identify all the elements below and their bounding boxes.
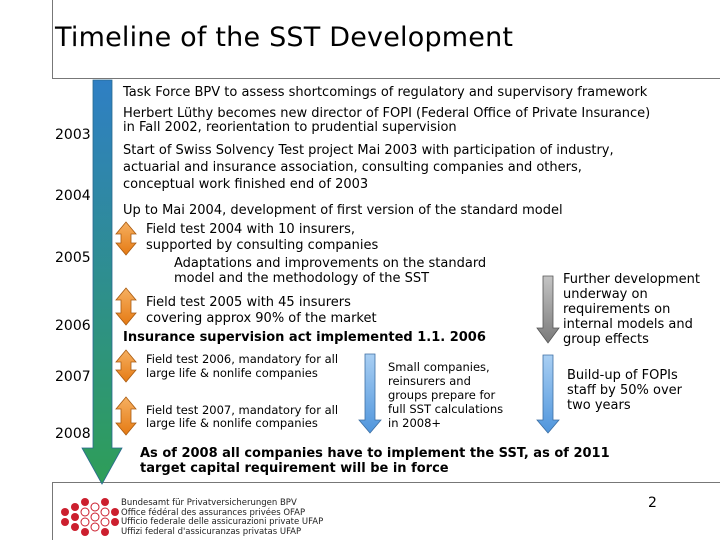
event-luthy-line1: Herbert Lüthy becomes new director of FO… [123,106,651,121]
event-field-test-2005-line1: Field test 2005 with 45 insurers [146,295,351,310]
org-name-de: Bundesamt für Privatversicherungen BPV [121,498,297,508]
double-arrow-2006 [115,349,137,383]
event-field-test-2004-line2: supported by consulting companies [146,238,379,253]
year-2005: 2005 [55,250,91,266]
event-small-companies-line4: full SST calculations [388,402,504,416]
event-sst-start-line1: Start of Swiss Solvency Test project Mai… [123,143,614,158]
event-field-test-2005-line2: covering approx 90% of the market [146,311,377,326]
event-further-dev-line2: underway on [563,287,648,302]
event-standard-model: Up to Mai 2004, development of first ver… [123,203,563,218]
event-field-test-2006-line2: large life & nonlife companies [146,366,318,380]
event-luthy-line2: in Fall 2002, reorientation to prudentia… [123,120,457,135]
event-further-dev-line5: group effects [563,332,649,347]
down-arrow-further-development [536,275,560,344]
org-name-it: Ufficio federale delle assicurazioni pri… [121,517,324,528]
event-adaptations-line1: Adaptations and improvements on the stan… [174,256,487,271]
org-name-fr: Office fédéral des assurances privées OF… [121,507,306,518]
year-2007: 2007 [55,369,91,385]
event-field-test-2006-line1: Field test 2006, mandatory for all [146,352,339,366]
year-2003: 2003 [55,127,91,143]
year-2004: 2004 [55,188,91,204]
event-buildup-line2: staff by 50% over [567,383,683,398]
down-arrow-small-companies [358,353,382,434]
event-small-companies-line5: in 2008+ [388,416,442,430]
left-rule-bottom [52,482,53,540]
org-name-rm: Uffizi federal d'assicuranzas privatas U… [121,526,302,537]
event-further-dev-line1: Further development [563,272,700,287]
event-buildup-line1: Build-up of FOPIs [567,368,678,383]
slide-title: Timeline of the SST Development [55,22,514,53]
left-rule-top [52,0,53,78]
event-supervision-act: Insurance supervision act implemented 1.… [123,330,486,345]
event-small-companies-line3: groups prepare for [388,388,496,402]
year-2006: 2006 [55,318,91,334]
event-further-dev-line4: internal models and [563,317,693,332]
page-number: 2 [648,495,657,511]
event-task-force: Task Force BPV to assess shortcomings of… [123,85,648,100]
double-arrow-2004 [115,221,137,256]
final-statement-line1: As of 2008 all companies have to impleme… [140,446,610,461]
double-arrow-2007 [115,396,137,436]
event-buildup-line3: two years [567,398,631,413]
event-further-dev-line3: requirements on [563,302,671,317]
fopi-logo-icon [61,498,119,536]
timeline-arrow [81,79,123,485]
event-field-test-2007-line2: large life & nonlife companies [146,416,318,430]
title-divider [52,78,720,79]
event-field-test-2007-line1: Field test 2007, mandatory for all [146,403,339,417]
double-arrow-2005 [115,287,137,326]
event-sst-start-line2: actuarial and insurance association, con… [123,160,582,175]
final-statement-line2: target capital requirement will be in fo… [140,461,449,476]
down-arrow-buildup [536,354,560,434]
event-small-companies-line1: Small companies, [388,360,490,374]
fopi-logo-text: Bundesamt für Privatversicherungen BPV O… [121,498,324,537]
event-adaptations-line2: model and the methodology of the SST [174,271,430,286]
footer-divider [52,482,720,483]
event-sst-start-line3: conceptual work finished end of 2003 [123,177,369,192]
event-small-companies-line2: reinsurers and [388,374,471,388]
event-field-test-2004-line1: Field test 2004 with 10 insurers, [146,222,356,237]
year-2008: 2008 [55,426,91,442]
